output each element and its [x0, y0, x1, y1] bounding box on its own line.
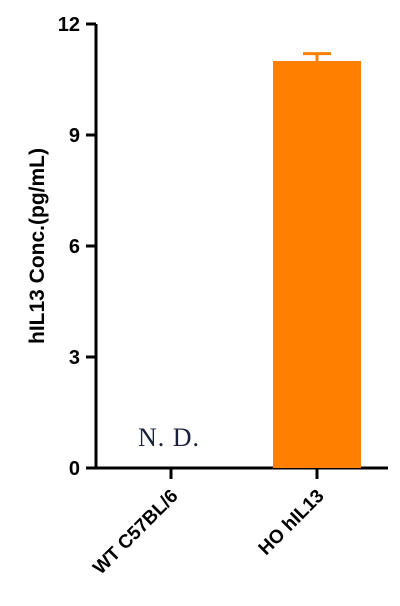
bar: [273, 61, 361, 468]
bars: [273, 52, 361, 468]
y-tick-label: 0: [69, 458, 80, 480]
nd-annotation: N. D.: [138, 423, 200, 452]
y-tick-label: 9: [69, 125, 80, 147]
y-tick-label: 3: [69, 347, 80, 369]
y-axis-title: hIL13 Conc.(pg/mL): [26, 148, 49, 344]
annotations: N. D.: [138, 423, 200, 452]
x-ticks: WT C57BL/6 HO hIL13: [89, 468, 329, 579]
x-tick-label: WT C57BL/6: [89, 486, 182, 579]
y-tick-label: 12: [58, 14, 80, 36]
y-tick-label: 6: [69, 236, 80, 258]
y-ticks: 0 3 6 9 12: [58, 14, 96, 480]
x-tick-label: HO hIL13: [255, 486, 329, 560]
